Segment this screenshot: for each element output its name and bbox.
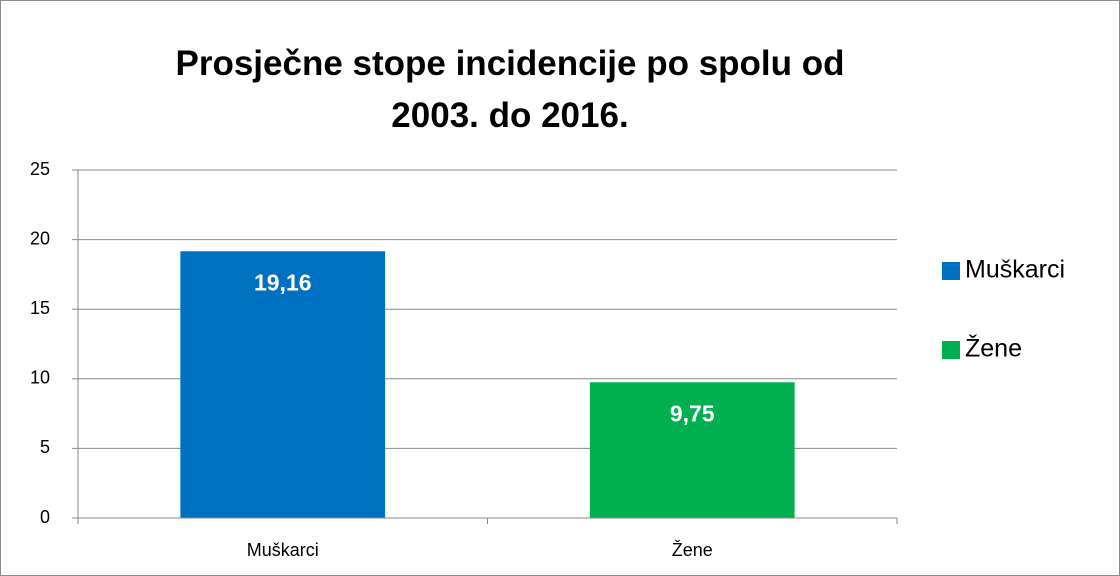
data-label: 19,16 [254, 269, 312, 295]
legend-label: Muškarci [965, 256, 1065, 284]
x-tick-label: Žene [672, 540, 713, 560]
y-tick-label: 5 [40, 437, 50, 457]
legend-swatch [942, 262, 960, 280]
bar [180, 251, 386, 519]
y-tick-label: 20 [30, 228, 50, 248]
y-tick-label: 0 [40, 507, 50, 527]
legend-label: Žene [965, 334, 1022, 363]
legend-swatch [942, 341, 960, 359]
data-label: 9,75 [670, 400, 715, 426]
x-tick-label: Muškarci [247, 540, 319, 560]
y-tick-label: 15 [30, 298, 50, 318]
bar [589, 382, 795, 518]
chart-title: Prosječne stope incidencije po spolu od … [175, 44, 845, 135]
y-tick-label: 10 [30, 368, 50, 388]
y-tick-label: 25 [30, 159, 50, 179]
